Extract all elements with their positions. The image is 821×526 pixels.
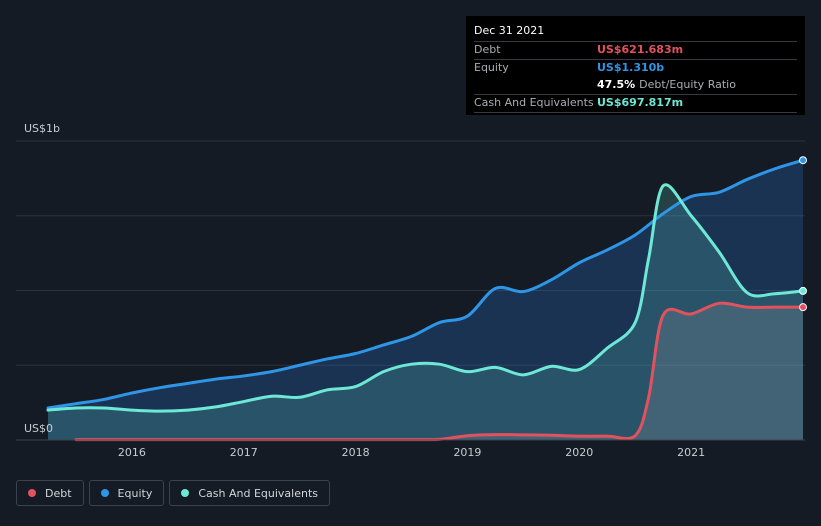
chart-legend: Debt Equity Cash And Equivalents bbox=[16, 480, 330, 506]
tooltip-value: US$621.683m bbox=[597, 43, 684, 56]
equity-end-marker bbox=[799, 156, 807, 165]
equity-dot-icon bbox=[100, 489, 109, 497]
series-areas bbox=[48, 160, 803, 440]
x-tick-label: 2017 bbox=[230, 446, 258, 459]
x-tick-label: 2018 bbox=[342, 446, 370, 459]
legend-item-debt[interactable]: Debt bbox=[16, 480, 84, 506]
tooltip-label: Cash And Equivalents bbox=[474, 96, 594, 109]
tooltip-ratio-caption: Debt/Equity Ratio bbox=[639, 78, 736, 91]
x-tick-label: 2020 bbox=[565, 446, 593, 459]
series-end-markers bbox=[799, 156, 807, 312]
tooltip-value: US$1.310b bbox=[597, 61, 665, 74]
legend-item-equity[interactable]: Equity bbox=[88, 480, 165, 506]
legend-item-cash[interactable]: Cash And Equivalents bbox=[169, 480, 330, 506]
x-tick-label: 2021 bbox=[677, 446, 705, 459]
x-tick-label: 2019 bbox=[453, 446, 481, 459]
tooltip-label: Equity bbox=[474, 61, 509, 74]
x-tick-label: 2016 bbox=[118, 446, 146, 459]
tooltip-row-cash: Cash And Equivalents US$697.817m bbox=[474, 95, 797, 113]
cash-dot-icon bbox=[181, 489, 190, 497]
tooltip-row-debt: Debt US$621.683m bbox=[474, 42, 797, 60]
equity-area bbox=[48, 160, 803, 440]
y-axis-max-label: US$1b bbox=[24, 122, 60, 135]
debt-equity-chart: US$1b US$0 2016 2017 2018 2019 2020 2021 bbox=[16, 122, 807, 459]
x-axis-ticks: 2016 2017 2018 2019 2020 2021 bbox=[118, 446, 705, 459]
legend-label: Cash And Equivalents bbox=[198, 486, 318, 500]
data-tooltip: Dec 31 2021 Debt US$621.683m Equity US$1… bbox=[466, 16, 805, 115]
cash-and-equivalents-area bbox=[48, 184, 803, 440]
tooltip-value: US$697.817m bbox=[597, 96, 684, 109]
debt-area bbox=[75, 303, 803, 440]
debt-end-marker bbox=[799, 303, 807, 312]
tooltip-label bbox=[474, 77, 597, 94]
tooltip-value: 47.5% bbox=[597, 78, 636, 91]
legend-label: Debt bbox=[45, 486, 72, 500]
cash-and-equivalents-line bbox=[46, 183, 805, 413]
cash-and-equivalents-end-marker bbox=[799, 286, 807, 295]
tooltip-label: Debt bbox=[474, 43, 501, 56]
tooltip-date: Dec 31 2021 bbox=[474, 22, 797, 42]
equity-line bbox=[46, 158, 805, 410]
legend-label: Equity bbox=[117, 486, 153, 500]
debt-dot-icon bbox=[28, 489, 36, 497]
tooltip-row-equity: Equity US$1.310b bbox=[474, 60, 797, 77]
y-axis-zero-label: US$0 bbox=[24, 422, 53, 435]
tooltip-row-ratio: 47.5% Debt/Equity Ratio bbox=[474, 77, 797, 95]
